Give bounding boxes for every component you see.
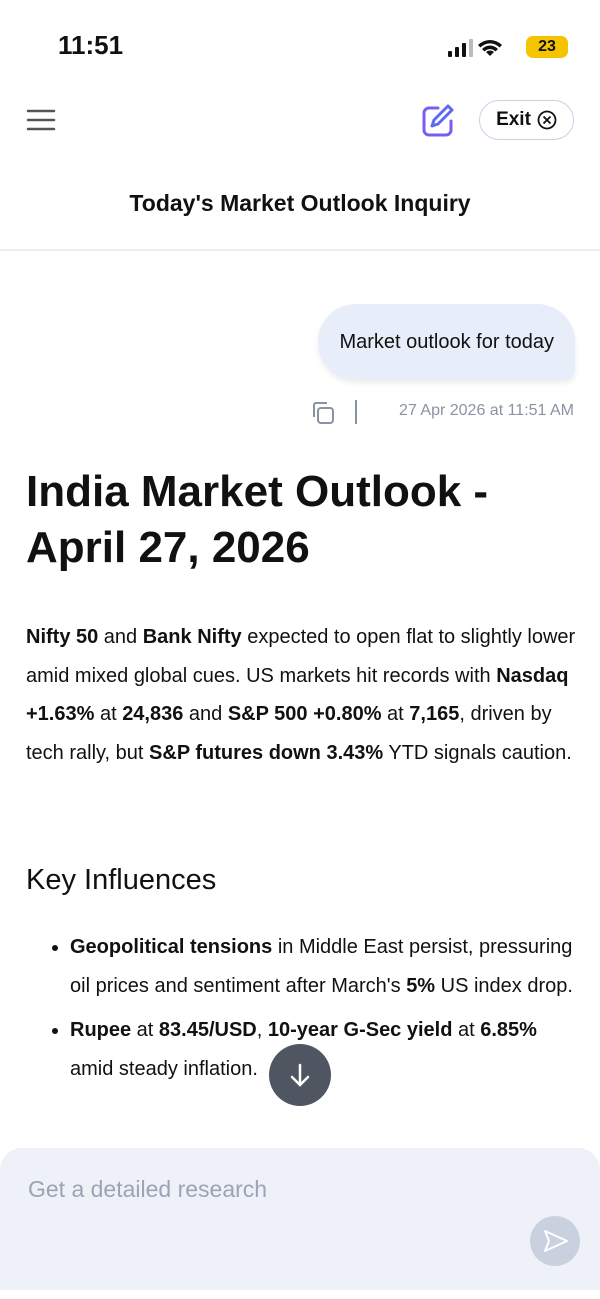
text: at — [94, 703, 123, 725]
text: at — [381, 703, 410, 725]
bold-text: Bank Nifty — [142, 626, 242, 648]
new-chat-button[interactable] — [420, 103, 456, 137]
message-timestamp: 27 Apr 2026 at 11:51 AM — [399, 402, 574, 419]
bold-text: Rupee — [70, 1019, 132, 1041]
text: and — [98, 626, 143, 648]
exit-label: Exit — [496, 109, 531, 130]
response-paragraph: Nifty 50 and Bank Nifty expected to open… — [26, 618, 578, 772]
bold-text: 7,165 — [409, 703, 460, 725]
bullet-item: Rupee at 83.45/USD, 10-year G-Sec yield … — [70, 1011, 578, 1088]
user-message: Market outlook for today — [318, 304, 575, 380]
status-time: 11:51 — [58, 30, 124, 60]
bold-text: Nasdaq +1.63% — [26, 664, 569, 726]
battery-level: 23 — [526, 36, 568, 58]
text: US index drop. — [435, 974, 573, 997]
chat-content: Market outlook for today 27 Apr 2026 at … — [0, 252, 600, 1152]
bold-text: Nifty 50 — [26, 626, 99, 648]
bullet-list: Geopolitical tensions in Middle East per… — [26, 928, 578, 1094]
bold-text: 6.85% — [480, 1019, 537, 1041]
bold-text: 10-year G-Sec yield — [267, 1019, 453, 1041]
bullet-item: Geopolitical tensions in Middle East per… — [70, 928, 578, 1005]
bold-text: S&P futures down 3.43% — [149, 741, 384, 764]
bold-text: 83.45/USD — [158, 1019, 257, 1041]
header-divider — [0, 249, 600, 251]
text: at — [131, 1019, 159, 1041]
status-icons — [448, 39, 502, 57]
text: amid steady inflation. — [70, 1057, 258, 1080]
text: at — [452, 1019, 481, 1041]
text: and — [183, 703, 228, 725]
scroll-down-button[interactable] — [268, 1043, 332, 1107]
menu-button[interactable] — [26, 108, 58, 134]
input-placeholder[interactable]: Get a detailed research — [28, 1176, 268, 1202]
conversation-title: Today's Market Outlook Inquiry — [129, 190, 471, 216]
text: YTD signals caution. — [383, 741, 572, 764]
bold-text: Geopolitical tensions — [70, 936, 273, 958]
bold-text: S&P 500 +0.80% — [227, 703, 382, 725]
text: , driven by tech rally, but — [26, 703, 552, 764]
exit-button[interactable]: Exit — [479, 100, 574, 140]
response-heading: India Market Outlook - April 27, 2026 — [26, 467, 489, 572]
text: in Middle East persist, pressuring oil p… — [70, 936, 573, 997]
text: , — [256, 1019, 268, 1041]
text: expected to open flat to slightly lower … — [26, 626, 576, 687]
exit-icon — [537, 110, 557, 130]
bold-text: 5% — [406, 974, 436, 997]
separator — [355, 400, 357, 424]
send-button[interactable] — [529, 1215, 581, 1267]
section-heading: Key Influences — [26, 864, 217, 896]
input-area[interactable] — [0, 1148, 600, 1290]
bold-text: 24,836 — [122, 703, 184, 725]
copy-button[interactable] — [310, 400, 336, 426]
